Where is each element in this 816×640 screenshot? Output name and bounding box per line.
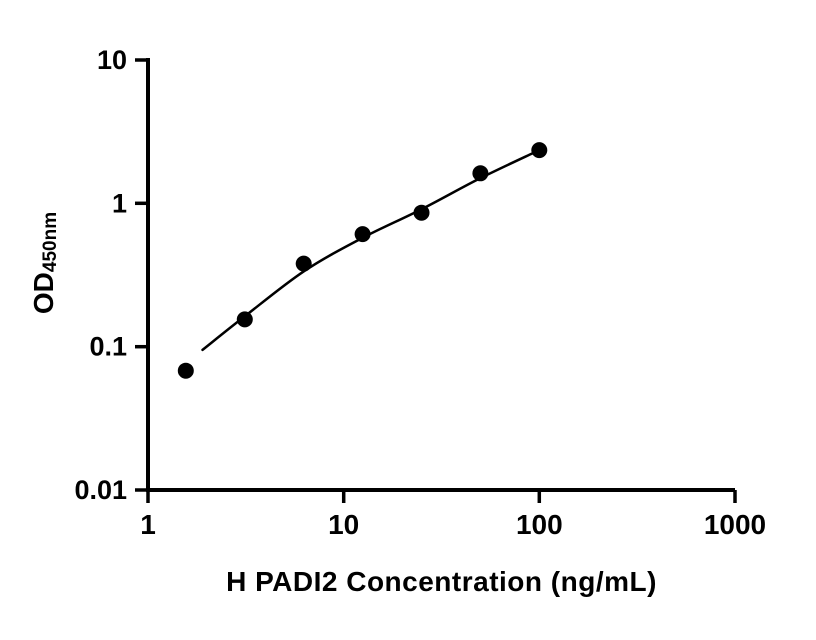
y-tick-label: 0.01 [74, 475, 127, 505]
y-tick-label: 1 [112, 188, 127, 218]
x-tick-label: 10 [328, 509, 359, 540]
y-tick-label: 10 [97, 45, 127, 75]
data-point [354, 226, 371, 243]
x-tick-label: 1000 [704, 509, 766, 540]
data-point [472, 165, 489, 182]
y-axis-title-base: OD [28, 272, 59, 315]
y-tick-label: 0.1 [89, 332, 127, 362]
y-axis-title-subscript: 450nm [40, 211, 61, 273]
x-axis-title: H PADI2 Concentration (ng/mL) [226, 566, 657, 597]
data-point [531, 142, 548, 159]
x-tick-label: 1 [140, 509, 156, 540]
data-point [236, 311, 253, 328]
y-axis-title: OD 450nm [23, 163, 65, 363]
fit-curve-line [201, 148, 541, 352]
data-point [413, 204, 430, 221]
x-tick-label: 100 [516, 509, 563, 540]
data-point [177, 362, 194, 379]
data-point [295, 255, 312, 272]
axis-spines [146, 58, 735, 492]
